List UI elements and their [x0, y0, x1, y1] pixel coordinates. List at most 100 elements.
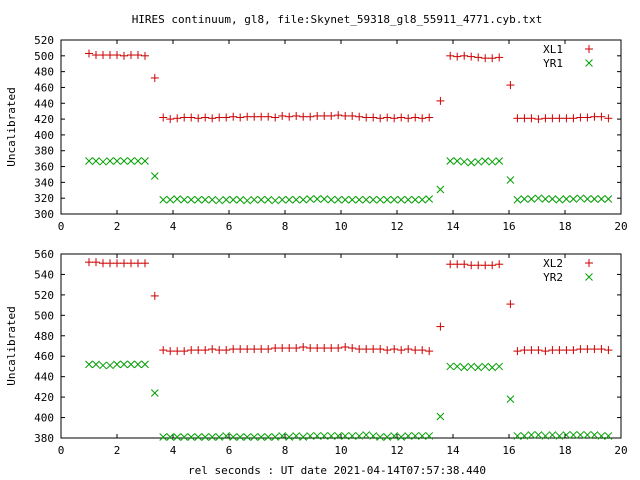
data-point — [341, 432, 350, 440]
series-YR2 — [85, 360, 613, 441]
data-point — [488, 157, 497, 166]
data-point — [278, 432, 287, 440]
data-point — [597, 112, 606, 121]
data-point — [355, 345, 364, 354]
data-point — [201, 113, 210, 122]
data-point — [411, 113, 420, 122]
data-point — [166, 347, 175, 356]
data-point — [320, 432, 329, 440]
y-tick-label: 560 — [34, 248, 54, 261]
data-point — [481, 261, 490, 270]
data-point — [201, 346, 210, 355]
data-point — [425, 347, 434, 356]
data-point — [555, 195, 564, 204]
data-point — [495, 157, 504, 165]
legend-label: XL1 — [543, 43, 563, 56]
data-point — [243, 433, 252, 441]
data-point — [134, 360, 142, 369]
data-point — [583, 431, 592, 439]
data-point — [583, 195, 592, 203]
data-point — [313, 111, 322, 120]
data-point — [562, 431, 571, 439]
data-point — [134, 157, 142, 165]
data-point — [201, 195, 210, 204]
x-tick-label: 4 — [170, 220, 177, 233]
data-point — [194, 195, 203, 204]
data-point — [453, 362, 462, 371]
data-point — [334, 195, 343, 204]
data-point — [150, 172, 159, 180]
data-point — [390, 432, 399, 440]
data-point — [215, 346, 224, 355]
data-point — [180, 113, 189, 122]
data-point — [99, 51, 107, 60]
data-point — [411, 346, 420, 355]
y-tick-label: 400 — [34, 129, 54, 142]
data-point — [99, 157, 107, 166]
data-point — [113, 51, 121, 60]
data-point — [604, 114, 613, 123]
data-point — [159, 195, 168, 204]
data-point — [506, 300, 515, 309]
data-point — [474, 157, 483, 166]
data-point — [488, 363, 497, 372]
data-point — [222, 113, 231, 122]
data-point — [194, 346, 203, 355]
data-point — [243, 196, 252, 205]
data-point — [194, 114, 203, 123]
data-point — [243, 112, 252, 121]
data-point — [264, 195, 273, 204]
data-point — [576, 113, 585, 122]
data-point — [453, 52, 462, 61]
data-point — [134, 259, 142, 268]
x-tick-label: 0 — [58, 220, 65, 233]
data-point — [187, 433, 196, 441]
y-tick-label: 420 — [34, 391, 54, 404]
data-point — [264, 345, 273, 354]
y-axis-label: Uncalibrated — [5, 87, 18, 166]
data-point — [548, 195, 557, 203]
x-tick-label: 2 — [114, 444, 121, 457]
data-point — [236, 195, 245, 204]
data-point — [418, 114, 427, 123]
data-point — [495, 362, 504, 371]
data-point — [418, 195, 427, 204]
data-point — [527, 431, 536, 439]
x-tick-label: 18 — [558, 220, 571, 233]
data-point — [299, 343, 308, 352]
x-axis-label: rel seconds : UT date 2021-04-14T07:57:3… — [188, 464, 486, 477]
x-tick-label: 2 — [114, 220, 121, 233]
data-point — [334, 432, 343, 440]
data-point — [229, 112, 238, 121]
data-point — [534, 431, 543, 439]
y-tick-label: 480 — [34, 330, 54, 343]
data-point — [527, 114, 536, 123]
data-point — [208, 345, 217, 354]
data-point — [85, 157, 93, 165]
data-point — [460, 51, 469, 60]
data-point — [166, 195, 175, 204]
data-point — [229, 433, 238, 441]
data-point — [520, 114, 529, 123]
data-point — [541, 195, 550, 203]
data-point — [222, 346, 231, 355]
data-point — [106, 51, 114, 60]
data-point — [113, 259, 121, 268]
data-point — [527, 346, 536, 355]
data-point — [243, 345, 252, 354]
data-point — [583, 345, 592, 354]
data-point — [127, 360, 135, 369]
data-point — [271, 344, 280, 353]
data-point — [362, 113, 371, 122]
data-point — [453, 260, 462, 269]
data-point — [362, 431, 371, 439]
data-point — [513, 114, 522, 123]
data-point — [92, 51, 100, 60]
data-point — [520, 432, 529, 440]
data-point — [99, 259, 107, 268]
data-point — [271, 433, 280, 441]
data-point — [180, 195, 189, 204]
data-point — [467, 362, 476, 371]
data-point — [141, 259, 149, 268]
